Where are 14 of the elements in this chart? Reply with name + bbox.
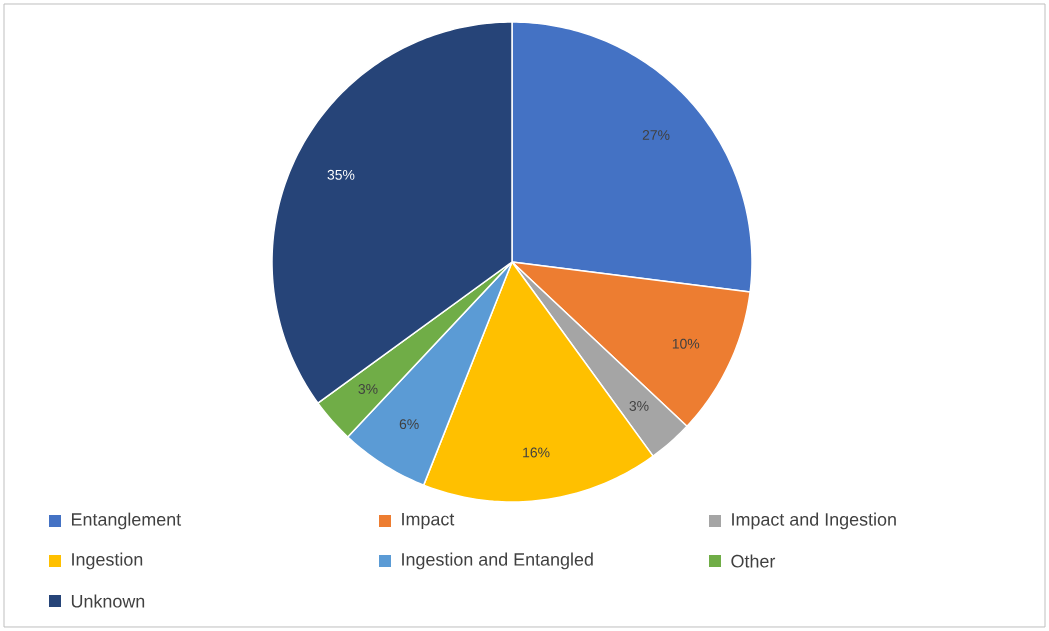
legend-label: Other: [731, 554, 776, 568]
legend-label: Impact: [402, 512, 455, 530]
data-label: 6%: [399, 419, 419, 430]
data-label: 3%: [629, 401, 649, 411]
legend-label: Unknown: [71, 594, 145, 608]
data-label: 16%: [523, 447, 550, 458]
data-label: 35%: [327, 169, 355, 180]
legend-label: Ingestion: [72, 552, 143, 570]
legend-label: Entanglement: [72, 512, 182, 530]
legend-label: Ingestion and Entangled: [402, 552, 593, 570]
data-label: 10%: [672, 338, 700, 349]
data-label: 27%: [642, 130, 670, 140]
legend-label: Impact and Ingestion: [732, 512, 896, 530]
data-label: 3%: [358, 384, 378, 394]
